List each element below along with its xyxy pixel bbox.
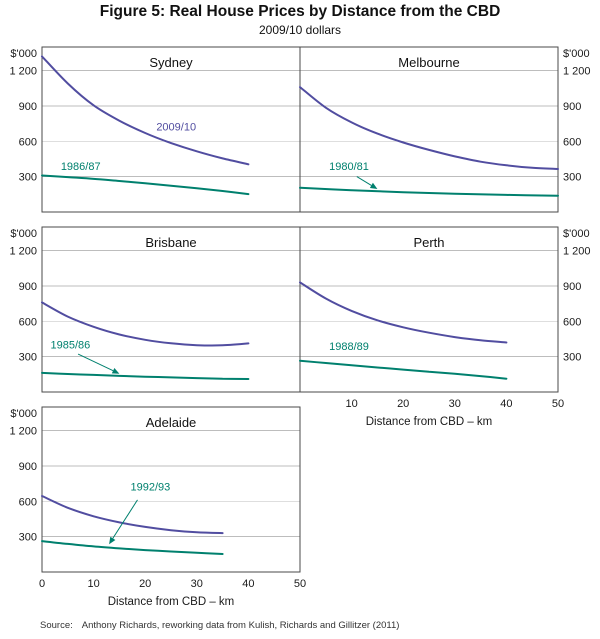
y-tick-label: 600 — [19, 316, 37, 328]
panel-brisbane: Brisbane $'000 1 200 900 600 300 1985/86 — [9, 226, 301, 393]
annotation-arrowhead — [111, 368, 120, 374]
y-axis-unit: $'000 — [563, 228, 590, 240]
y-tick-label: 1 200 — [9, 246, 37, 258]
x-tick-label: 10 — [345, 398, 357, 410]
annotation-arrow — [112, 499, 138, 539]
series-line-1986-87 — [41, 174, 250, 196]
y-tick-label: 600 — [563, 316, 581, 328]
series-line-2009-10 — [299, 86, 559, 170]
y-tick-label: 900 — [563, 101, 581, 113]
panel-title: Perth — [413, 235, 444, 250]
annotation-arrowhead — [109, 536, 116, 545]
panel-frame — [41, 406, 301, 573]
source-text: Anthony Richards, reworking data from Ku… — [81, 620, 400, 631]
figure-subtitle: 2009/10 dollars — [258, 23, 342, 37]
x-tick-label: 20 — [397, 398, 409, 410]
panel-sydney: Sydney $'000 1 200 900 600 300 2009/10 1986/87 — [9, 46, 301, 213]
series-label: 2009/10 — [156, 122, 196, 134]
series-label: 1986/87 — [61, 161, 101, 173]
x-tick-label: 20 — [139, 578, 151, 590]
y-tick-label: 300 — [563, 172, 581, 184]
series-line-2009-10 — [41, 301, 250, 347]
panel-title: Adelaide — [146, 415, 197, 430]
y-tick-label: 900 — [19, 281, 37, 293]
source-label: Source: — [40, 620, 73, 631]
series-line-2009-10 — [41, 55, 250, 166]
x-axis-title: Distance from CBD – km — [366, 416, 493, 428]
annotation-arrowhead — [369, 182, 378, 189]
x-tick-label: 30 — [191, 578, 203, 590]
panel-frame — [41, 226, 301, 393]
x-axis-left: 0 10 20 30 40 50 Distance from CBD – km — [39, 578, 306, 608]
x-tick-label: 0 — [39, 578, 45, 590]
panel-title: Sydney — [149, 55, 193, 70]
panel-title: Brisbane — [145, 235, 196, 250]
series-line-1992-93 — [41, 540, 224, 555]
x-tick-label: 40 — [242, 578, 254, 590]
annotation-arrow — [77, 353, 114, 372]
series-line-1985-86 — [41, 371, 250, 380]
x-tick-label: 30 — [449, 398, 461, 410]
annotation-arrow — [356, 176, 372, 186]
x-axis-right: 10 20 30 40 50 Distance from CBD – km — [345, 398, 564, 428]
y-tick-label: 1 200 — [563, 246, 591, 258]
panel-adelaide: Adelaide $'000 1 200 900 600 300 1992/93 — [9, 406, 301, 573]
y-tick-label: 1 200 — [563, 66, 591, 78]
series-line-1988-89 — [299, 359, 508, 380]
panel-title: Melbourne — [398, 55, 459, 70]
y-tick-label: 600 — [563, 136, 581, 148]
panel-frame — [299, 226, 559, 393]
y-tick-label: 900 — [563, 281, 581, 293]
y-axis-unit: $'000 — [10, 408, 37, 420]
y-axis-unit: $'000 — [563, 48, 590, 60]
y-tick-label: 1 200 — [9, 426, 37, 438]
panel-perth: Perth $'000 1 200 900 600 300 1988/89 — [299, 226, 591, 393]
series-label: 1980/81 — [329, 161, 369, 173]
x-tick-label: 10 — [87, 578, 99, 590]
y-tick-label: 600 — [19, 136, 37, 148]
y-tick-label: 300 — [19, 352, 37, 364]
x-axis-title: Distance from CBD – km — [108, 596, 235, 608]
y-axis-unit: $'000 — [10, 48, 37, 60]
series-line-1980-81 — [299, 186, 559, 197]
series-label: 1988/89 — [329, 341, 369, 353]
panel-frame — [299, 46, 559, 213]
x-tick-label: 50 — [294, 578, 306, 590]
figure-title: Figure 5: Real House Prices by Distance … — [99, 3, 501, 20]
y-tick-label: 900 — [19, 101, 37, 113]
y-tick-label: 300 — [19, 532, 37, 544]
x-tick-label: 40 — [500, 398, 512, 410]
y-tick-label: 600 — [19, 496, 37, 508]
series-line-2009-10 — [299, 281, 508, 344]
x-tick-label: 50 — [552, 398, 564, 410]
y-tick-label: 900 — [19, 461, 37, 473]
series-label: 1992/93 — [131, 482, 171, 494]
source-note: Source: Anthony Richards, reworking data … — [40, 620, 399, 631]
y-axis-unit: $'000 — [10, 228, 37, 240]
series-label: 1985/86 — [51, 339, 91, 351]
y-tick-label: 300 — [563, 352, 581, 364]
panel-melbourne: Melbourne $'000 1 200 900 600 300 1980/81 — [299, 46, 591, 213]
y-tick-label: 1 200 — [9, 66, 37, 78]
series-line-2009-10 — [41, 495, 224, 535]
y-tick-label: 300 — [19, 172, 37, 184]
